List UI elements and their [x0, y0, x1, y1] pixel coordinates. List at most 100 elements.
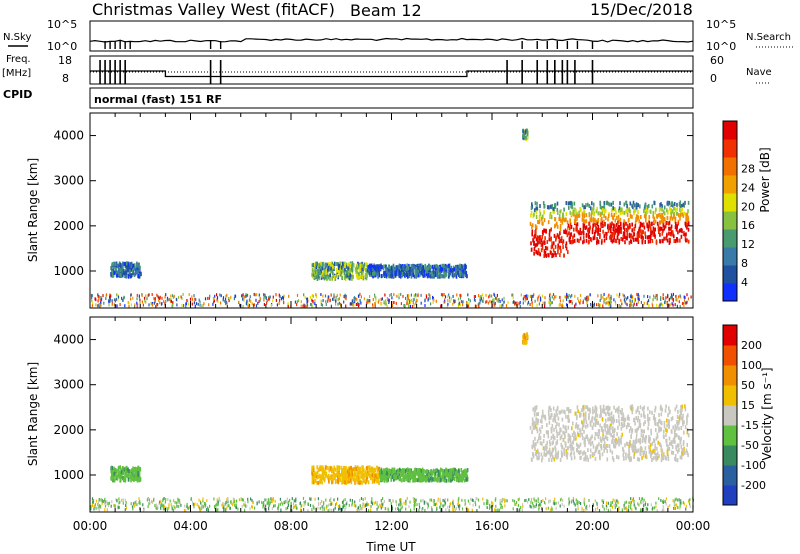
scatter-cell [255, 304, 258, 308]
scatter-cell [654, 219, 657, 224]
scatter-cell [672, 292, 674, 296]
scatter-cell [413, 294, 415, 298]
scatter-cell [559, 223, 562, 228]
velocity-data [90, 332, 694, 512]
scatter-cell [130, 474, 133, 479]
scatter-cell [127, 262, 130, 267]
scatter-cell [312, 294, 314, 298]
scatter-cell [435, 270, 438, 275]
scatter-cell [674, 498, 676, 502]
scatter-cell [382, 476, 384, 481]
scatter-cell [533, 497, 535, 501]
scatter-cell [461, 471, 463, 475]
scatter-cell [326, 263, 329, 268]
scatter-cell [649, 295, 651, 299]
scatter-cell [191, 302, 193, 306]
scatter-cell [676, 433, 678, 438]
scatter-cell [138, 497, 140, 501]
scatter-cell [417, 273, 420, 278]
scatter-cell [329, 498, 331, 502]
scatter-cell [328, 473, 330, 478]
scatter-cell [416, 299, 418, 303]
scatter-cell [315, 270, 317, 275]
scatter-cell [661, 303, 664, 307]
scatter-cell [592, 206, 595, 211]
scatter-cell [322, 468, 324, 473]
scatter-cell [603, 499, 605, 503]
scatter-cell [685, 216, 688, 221]
scatter-cell [324, 469, 326, 474]
scatter-cell [136, 261, 138, 266]
scatter-cell [242, 304, 244, 308]
scatter-cell [224, 507, 226, 511]
scatter-cell [618, 228, 620, 233]
scatter-cell [283, 294, 285, 298]
scatter-cell [448, 475, 450, 480]
scatter-cell [459, 504, 461, 508]
scatter-cell [579, 301, 581, 305]
scatter-cell [252, 501, 254, 505]
scatter-cell [649, 224, 651, 229]
scatter-cell [118, 474, 121, 479]
scatter-cell [324, 263, 326, 268]
scatter-cell [522, 129, 524, 134]
scatter-cell [400, 270, 402, 275]
scatter-cell [352, 274, 354, 279]
scatter-cell [136, 301, 138, 305]
cpid-panel: CPID normal (fast) 151 RF [3, 87, 694, 109]
scatter-cell [403, 272, 406, 277]
scatter-cell [225, 301, 227, 305]
scatter-cell [386, 471, 388, 476]
scatter-cell [462, 472, 465, 477]
scatter-cell [390, 272, 393, 277]
scatter-cell [632, 497, 635, 501]
scatter-cell [131, 273, 133, 278]
scatter-cell [432, 499, 434, 503]
scatter-cell [382, 505, 384, 509]
scatter-cell [610, 224, 613, 229]
scatter-cell [656, 293, 658, 297]
scatter-cell [361, 275, 364, 280]
scatter-cell [637, 426, 639, 431]
scatter-cell [216, 508, 218, 512]
scatter-cell [277, 509, 279, 512]
scatter-cell [392, 301, 394, 304]
scatter-cell [627, 508, 630, 512]
scatter-cell [322, 475, 324, 480]
scatter-cell [495, 508, 497, 512]
scatter-cell [613, 235, 615, 240]
scatter-cell [560, 236, 563, 241]
scatter-cell [542, 214, 544, 219]
scatter-cell [415, 274, 418, 279]
scatter-cell [555, 253, 557, 258]
scatter-cell [263, 293, 265, 297]
scatter-cell [679, 504, 681, 508]
scatter-cell [666, 221, 668, 225]
scatter-cell [387, 507, 389, 511]
scatter-cell [618, 295, 620, 299]
scatter-cell [605, 297, 608, 301]
scatter-cell [474, 295, 476, 298]
scatter-cell [523, 295, 525, 299]
scatter-cell [114, 261, 117, 266]
scatter-cell [373, 271, 376, 276]
scatter-cell [132, 470, 134, 475]
scatter-cell [413, 497, 416, 501]
scatter-cell [334, 275, 336, 279]
scatter-cell [304, 500, 307, 504]
scatter-cell [172, 295, 175, 299]
scatter-cell [344, 476, 347, 481]
scatter-cell [230, 295, 232, 299]
scatter-cell [243, 295, 245, 299]
scatter-cell [359, 504, 361, 508]
scatter-cell [445, 469, 447, 474]
scatter-cell [335, 479, 337, 483]
scatter-cell [576, 222, 579, 227]
scatter-cell [104, 504, 107, 508]
scatter-cell [442, 498, 444, 502]
scatter-cell [330, 466, 332, 471]
scatter-cell [538, 220, 541, 225]
scatter-cell [224, 299, 226, 303]
scatter-cell [540, 238, 543, 243]
scatter-cell [274, 499, 276, 503]
